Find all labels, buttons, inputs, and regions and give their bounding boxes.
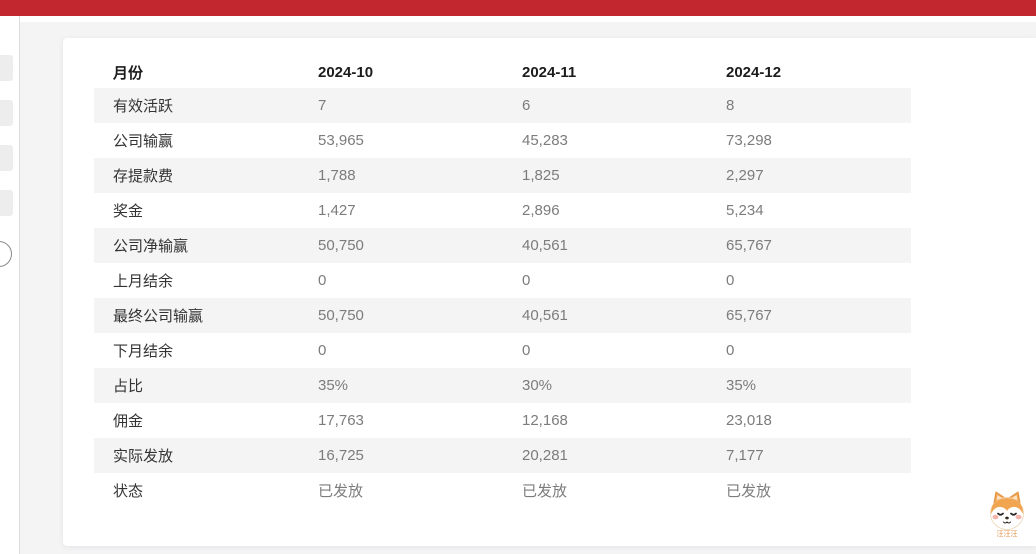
cell-value: 0 (522, 272, 531, 289)
row-label: 公司净输赢 (113, 238, 189, 255)
table-row: 公司输赢 53,965 45,283 73,298 (94, 123, 911, 158)
cell-value: 23,018 (726, 412, 772, 429)
row-label: 实际发放 (113, 448, 174, 465)
sidebar-item-placeholder (0, 100, 13, 126)
table-row: 实际发放 16,725 20,281 7,177 (94, 438, 911, 473)
column-header-2024-11: 2024-11 (522, 64, 577, 81)
cell-value: 12,168 (522, 412, 568, 429)
row-label: 奖金 (113, 203, 144, 220)
cell-value: 65,767 (726, 307, 772, 324)
cell-value: 35% (318, 377, 349, 394)
monthly-commission-table: 月份 2024-10 2024-11 2024-12 有效活跃 7 6 8 公司输赢 53… (94, 57, 911, 508)
cell-value: 1,788 (318, 167, 356, 184)
report-card: 月份 2024-10 2024-11 2024-12 有效活跃 7 6 8 公司输赢 53… (63, 38, 1036, 546)
row-label: 公司输赢 (113, 133, 174, 150)
table-row: 上月结余 0 0 0 (94, 263, 911, 298)
cell-value: 2,896 (522, 202, 560, 219)
cell-value: 0 (522, 342, 531, 359)
shiba-mascot-widget[interactable]: 汪汪汪 (986, 491, 1028, 539)
cell-value: 45,283 (522, 132, 568, 149)
row-label: 佣金 (113, 413, 144, 430)
cell-value: 7 (318, 97, 327, 114)
row-label: 上月结余 (113, 273, 174, 290)
sidebar-item-placeholder (0, 145, 13, 171)
cell-value: 0 (726, 342, 735, 359)
cell-value: 40,561 (522, 307, 568, 324)
cell-value: 16,725 (318, 447, 364, 464)
cell-value: 8 (726, 97, 735, 114)
table-row: 状态 已发放 已发放 已发放 (94, 473, 911, 508)
column-header-month: 月份 (113, 65, 144, 82)
cell-value: 7,177 (726, 447, 764, 464)
row-label: 状态 (113, 483, 144, 500)
sidebar-item-placeholder (0, 55, 13, 81)
mascot-label: 汪汪汪 (996, 531, 1018, 538)
column-header-2024-10: 2024-10 (318, 64, 374, 81)
cell-value: 50,750 (318, 307, 364, 324)
cell-value: 65,767 (726, 237, 772, 254)
row-label: 有效活跃 (113, 98, 174, 115)
table-header-row: 月份 2024-10 2024-11 2024-12 (94, 57, 911, 88)
cell-value: 53,965 (318, 132, 364, 149)
cell-value: 17,763 (318, 412, 364, 429)
cell-value: 2,297 (726, 167, 764, 184)
top-app-bar (0, 0, 1036, 16)
cell-value: 73,298 (726, 132, 772, 149)
row-label: 下月结余 (113, 343, 174, 360)
cell-value: 0 (726, 272, 735, 289)
cell-value: 已发放 (522, 483, 568, 500)
table-row: 佣金 17,763 12,168 23,018 (94, 403, 911, 438)
sidebar-item-placeholder (0, 190, 13, 216)
cell-value: 40,561 (522, 237, 568, 254)
cell-value: 1,427 (318, 202, 356, 219)
table-row: 最终公司输赢 50,750 40,561 65,767 (94, 298, 911, 333)
row-label: 存提款费 (113, 168, 174, 185)
shiba-dog-icon (990, 491, 1024, 530)
table-row: 有效活跃 7 6 8 (94, 88, 911, 123)
column-header-2024-12: 2024-12 (726, 64, 782, 81)
table-row: 下月结余 0 0 0 (94, 333, 911, 368)
collapsed-sidebar (0, 16, 20, 554)
cell-value: 1,825 (522, 167, 560, 184)
row-label: 最终公司输赢 (113, 308, 204, 325)
cell-value: 已发放 (318, 483, 364, 500)
cell-value: 35% (726, 377, 757, 394)
cell-value: 50,750 (318, 237, 364, 254)
table-row: 奖金 1,427 2,896 5,234 (94, 193, 911, 228)
cell-value: 0 (318, 272, 327, 289)
table-row: 存提款费 1,788 1,825 2,297 (94, 158, 911, 193)
row-label: 占比 (113, 378, 144, 395)
cell-value: 30% (522, 377, 553, 394)
cell-value: 5,234 (726, 202, 764, 219)
cell-value: 0 (318, 342, 327, 359)
table-row: 公司净输赢 50,750 40,561 65,767 (94, 228, 911, 263)
cell-value: 20,281 (522, 447, 568, 464)
cell-value: 6 (522, 97, 531, 114)
table-row: 占比 35% 30% 35% (94, 368, 911, 403)
cell-value: 已发放 (726, 483, 772, 500)
table-body: 有效活跃 7 6 8 公司输赢 53,965 45,283 73,298 存提款费 1,788 1,… (94, 88, 911, 508)
